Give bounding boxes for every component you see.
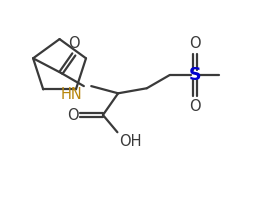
Text: O: O — [67, 108, 78, 123]
Text: O: O — [189, 99, 201, 114]
Text: S: S — [189, 66, 201, 84]
Text: O: O — [68, 36, 80, 51]
Text: OH: OH — [119, 134, 141, 149]
Text: HN: HN — [61, 87, 83, 102]
Text: O: O — [189, 36, 201, 51]
